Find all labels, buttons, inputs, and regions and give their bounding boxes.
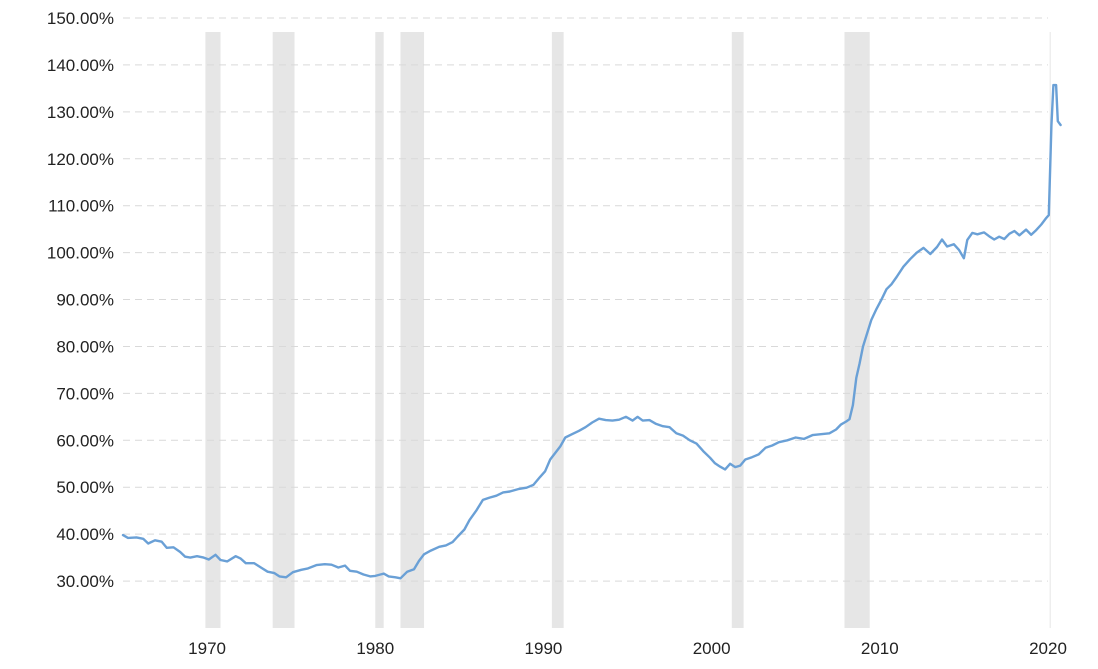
x-tick-label: 2010 [861,639,899,658]
recession-band-1 [205,32,221,628]
y-tick-label: 140.00% [47,56,114,75]
x-tick-label: 1980 [356,639,394,658]
y-tick-label: 100.00% [47,244,114,263]
recession-bands [205,32,1051,628]
y-tick-label: 70.00% [56,384,114,403]
x-tick-label: 2000 [693,639,731,658]
recession-band-8 [1049,32,1051,628]
y-tick-label: 120.00% [47,150,114,169]
y-tick-label: 110.00% [48,197,114,216]
y-axis: 30.00% 40.00% 50.00% 60.00% 70.00% 80.00% 90.0… [47,9,114,591]
recession-band-7 [844,32,870,628]
y-tick-label: 130.00% [47,103,114,122]
y-tick-label: 60.00% [56,431,114,450]
recession-band-4 [400,32,425,628]
y-tick-label: 50.00% [56,478,114,497]
y-tick-label: 90.00% [56,291,114,310]
x-tick-label: 2020 [1029,639,1067,658]
x-axis: 1970 1980 1990 2000 2010 2020 [188,639,1067,658]
recession-band-6 [731,32,744,628]
series-group [121,83,1062,580]
series-line-1 [121,83,1062,580]
y-tick-label: 150.00% [47,9,114,28]
x-tick-label: 1990 [525,639,563,658]
recession-band-3 [375,32,384,628]
recession-band-5 [551,32,564,628]
y-tick-label: 80.00% [56,337,114,356]
y-tick-label: 30.00% [56,572,114,591]
x-tick-label: 1970 [188,639,226,658]
gridlines [123,17,1048,582]
recession-band-2 [272,32,295,628]
y-tick-label: 40.00% [56,525,114,544]
